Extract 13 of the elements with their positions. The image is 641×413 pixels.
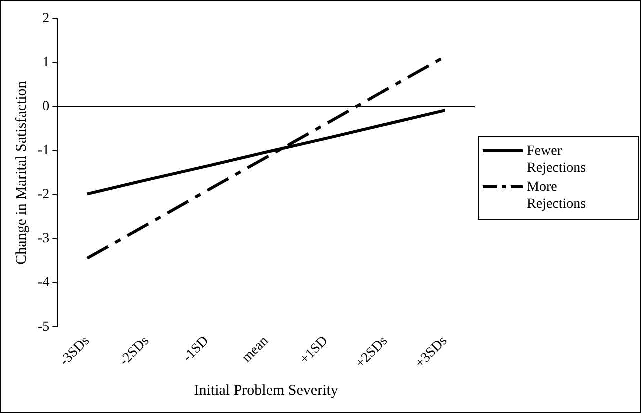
y-tick-label: -3 — [38, 232, 50, 247]
x-tick-label: -1SD — [180, 334, 212, 366]
x-axis-title: Initial Problem Severity — [194, 382, 339, 399]
y-tick-label: -2 — [38, 188, 50, 203]
legend-label: Fewer Rejections — [527, 143, 588, 177]
legend-label: More Rejections — [527, 179, 588, 213]
y-tick-label: -4 — [38, 276, 50, 291]
y-tick-label: 0 — [42, 100, 50, 115]
y-tick-label: 1 — [42, 56, 50, 71]
y-tick-label: -5 — [38, 320, 50, 335]
y-tick-label: -1 — [38, 144, 50, 159]
y-tick-label: 2 — [42, 12, 50, 27]
y-axis-title: Change in Marital Satisfaction — [14, 80, 30, 265]
